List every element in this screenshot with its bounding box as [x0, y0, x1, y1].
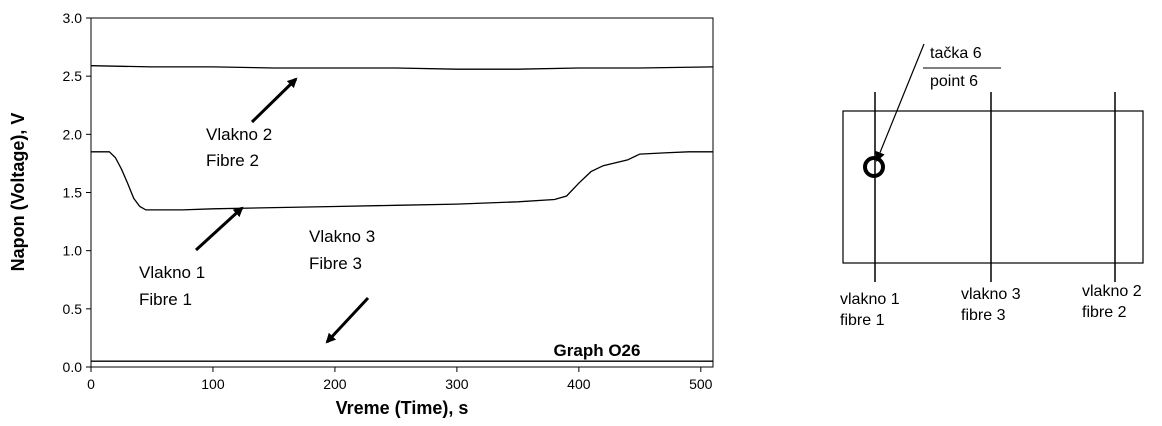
- annotation-fibre2-line1: Vlakno 2: [206, 125, 272, 144]
- line-chart: 0.0 0.5 1.0 1.5 2.0 2.5 3.0 0 100 200 300 400 500 V…: [8, 10, 714, 418]
- fibre-3-label-line1: vlakno 3: [961, 286, 1021, 303]
- x-tick-label: 500: [689, 376, 713, 392]
- y-tick-label: 3.0: [63, 10, 83, 26]
- y-tick-label: 0.0: [63, 359, 83, 375]
- point-6-leader: [875, 43, 925, 162]
- y-tick-label: 0.5: [63, 301, 83, 317]
- point-label-bottom: point 6: [930, 73, 978, 90]
- x-tick-label: 300: [445, 376, 469, 392]
- annotation-fibre3-line1: Vlakno 3: [309, 227, 375, 246]
- annotation-fibre2-line2: Fibre 2: [206, 151, 259, 170]
- y-tick-label: 1.5: [63, 185, 83, 201]
- arrow-fibre1: [194, 206, 244, 252]
- point-label-top: tačka 6: [930, 45, 982, 62]
- y-tick-label: 2.0: [63, 126, 83, 142]
- y-axis-title: Napon (Voltage), V: [8, 113, 28, 272]
- point-6-marker: [863, 156, 885, 178]
- x-tick-label: 0: [87, 376, 95, 392]
- x-tick-label: 200: [323, 376, 347, 392]
- annotation-fibre1-line2: Fibre 1: [139, 290, 192, 309]
- fibre-2-label-line2: fibre 2: [1082, 304, 1127, 321]
- x-axis: 0 100 200 300 400 500: [87, 367, 713, 392]
- fibre-1-label-line1: vlakno 1: [840, 291, 900, 308]
- sensor-diagram: tačka 6 point 6 vlakno 1 fibre 1 vlakno …: [840, 43, 1144, 329]
- x-tick-label: 400: [567, 376, 591, 392]
- x-axis-title: Vreme (Time), s: [336, 398, 469, 418]
- x-tick-label: 100: [201, 376, 225, 392]
- sample-rectangle: [842, 110, 1144, 264]
- series-line-1: [90, 65, 714, 70]
- y-tick-label: 2.5: [63, 68, 83, 84]
- series-line-2: [91, 151, 713, 211]
- fibre-2-label-line1: vlakno 2: [1082, 283, 1142, 300]
- arrow-fibre3: [325, 296, 370, 344]
- fibre-1-label-line2: fibre 1: [840, 312, 885, 329]
- fibre-3-label-line2: fibre 3: [961, 307, 1006, 324]
- y-axis: 0.0 0.5 1.0 1.5 2.0 2.5 3.0: [63, 10, 91, 375]
- y-tick-label: 1.0: [63, 243, 83, 259]
- annotation-fibre1-line1: Vlakno 1: [139, 263, 205, 282]
- graph-label: Graph O26: [554, 341, 641, 360]
- series-layer: [90, 65, 714, 362]
- plot-frame: [90, 17, 714, 368]
- annotation-fibre3-line2: Fibre 3: [309, 254, 362, 273]
- arrow-fibre2: [250, 77, 298, 124]
